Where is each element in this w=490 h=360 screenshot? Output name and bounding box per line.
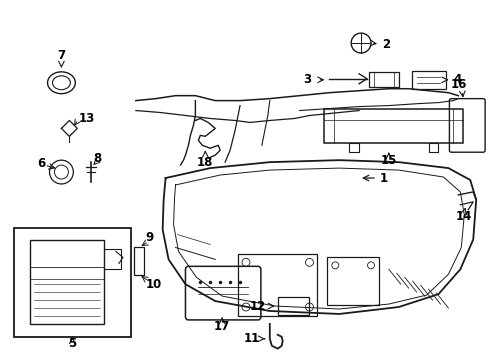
- Bar: [278, 297, 310, 315]
- Text: 10: 10: [146, 278, 162, 291]
- Text: 8: 8: [93, 152, 101, 165]
- Text: 3: 3: [303, 73, 312, 86]
- Text: 11: 11: [244, 332, 260, 345]
- Text: 9: 9: [146, 231, 154, 244]
- Text: 13: 13: [78, 112, 95, 125]
- Text: 5: 5: [68, 337, 76, 350]
- Text: 7: 7: [57, 49, 66, 63]
- Bar: [30, 239, 104, 324]
- Bar: [412, 71, 446, 89]
- Bar: [369, 72, 399, 87]
- Text: 12: 12: [250, 300, 266, 312]
- Text: 2: 2: [382, 37, 390, 50]
- Bar: [324, 109, 464, 143]
- Bar: [14, 228, 131, 337]
- Bar: [238, 255, 318, 316]
- Text: 14: 14: [456, 210, 472, 223]
- Text: 1: 1: [380, 171, 388, 185]
- Text: 16: 16: [451, 78, 467, 91]
- Bar: [134, 247, 144, 275]
- Text: 18: 18: [197, 156, 214, 168]
- Text: 4: 4: [453, 73, 462, 86]
- Text: 6: 6: [37, 157, 46, 170]
- Text: 17: 17: [214, 320, 230, 333]
- Bar: [327, 257, 379, 305]
- Text: 15: 15: [381, 154, 397, 167]
